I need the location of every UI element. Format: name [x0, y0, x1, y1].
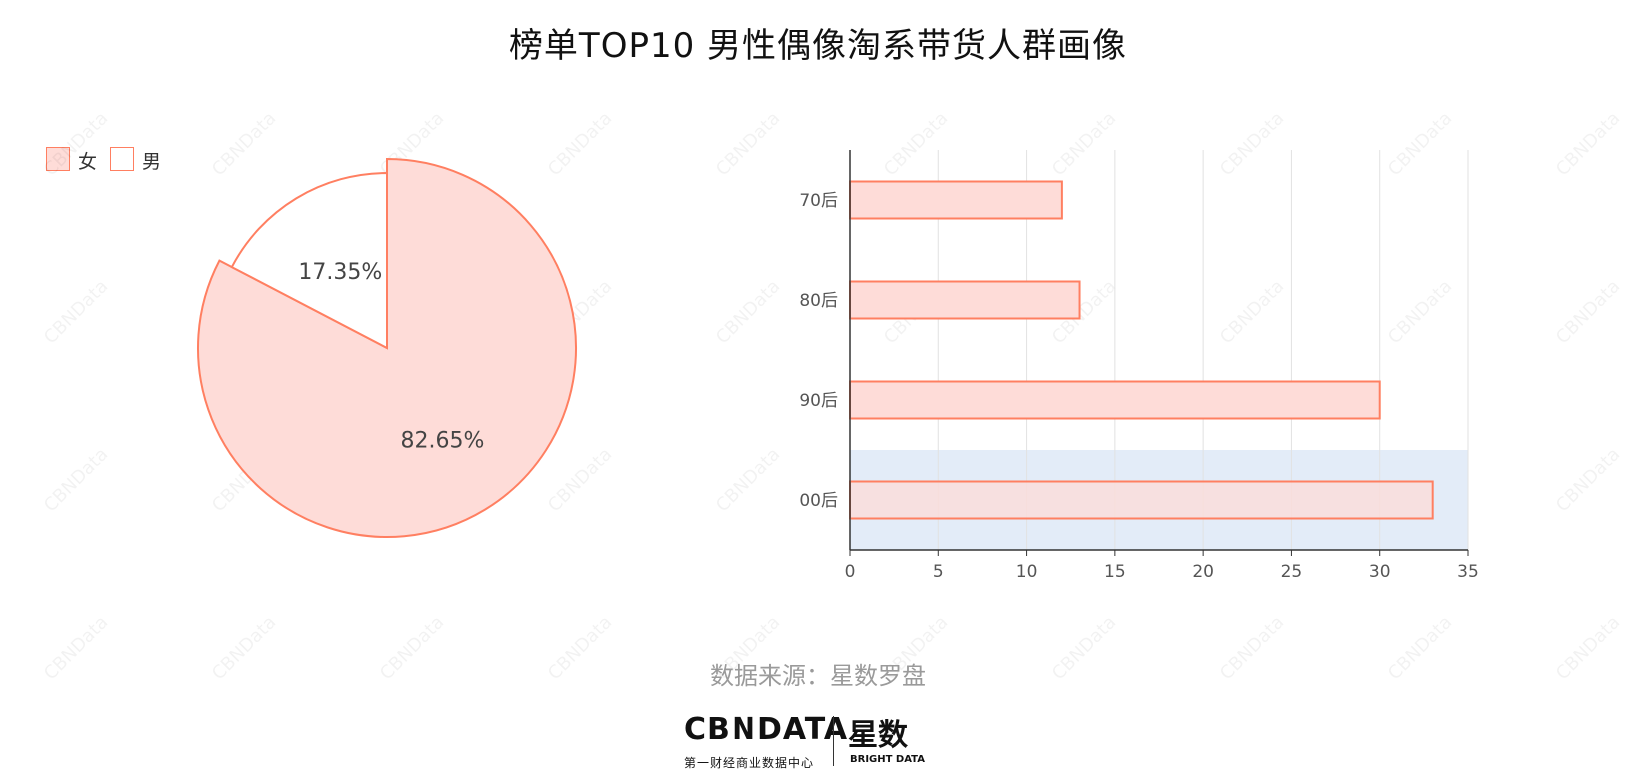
bar-category-label: 80后: [799, 291, 838, 311]
bar-category-label: 90后: [799, 391, 838, 411]
watermark-text: CBNData: [40, 444, 112, 516]
pie-slice-male[interactable]: [230, 171, 388, 350]
bar-x-tick-label: 25: [1281, 562, 1303, 582]
watermark-text: CBNData: [40, 108, 112, 180]
watermark-text: CBNData: [544, 108, 616, 180]
watermark-text: CBNData: [712, 276, 784, 348]
cbndata-logo-subtitle: 第一财经商业数据中心: [684, 756, 815, 770]
bar-x-tick-label: 30: [1369, 562, 1391, 582]
bar-x-tick-label: 35: [1457, 562, 1479, 582]
watermark-text: CBNData: [1552, 108, 1624, 180]
watermark-text: CBNData: [40, 276, 112, 348]
legend-label-male: 男: [142, 151, 162, 173]
bar-x-tick-label: 5: [933, 562, 944, 582]
watermark-text: CBNData: [1048, 108, 1120, 180]
watermark-text: CBNData: [1552, 276, 1624, 348]
xingshu-logo-subtitle: BRIGHT DATA: [850, 754, 925, 765]
bar-x-tick-label: 10: [1016, 562, 1038, 582]
pie-chart: 82.65% 17.35%: [197, 157, 577, 538]
bar-00后[interactable]: [849, 480, 1434, 520]
watermark-text: CBNData: [1216, 108, 1288, 180]
brand-logos: CBNDATA 第一财经商业数据中心 星数 BRIGHT DATA: [684, 712, 964, 772]
bar-80后[interactable]: [849, 280, 1081, 320]
watermark-text: CBNData: [1384, 276, 1456, 348]
bar-category-label: 70后: [799, 191, 838, 211]
bar-chart: 0 5 10 15 20 25 30 35 70后 80后 90后 00后: [799, 150, 1479, 582]
watermark-text: CBNData: [712, 108, 784, 180]
pie-slice-label-female: 82.65%: [401, 428, 485, 453]
pie-slice-label-male: 17.35%: [298, 260, 382, 285]
bar-70后[interactable]: [849, 180, 1063, 220]
xingshu-logo: 星数: [848, 718, 908, 753]
data-source-note: 数据来源：星数罗盘: [710, 662, 926, 690]
cbndata-logo: CBNDATA: [684, 712, 849, 747]
bar-x-tick-label: 0: [845, 562, 856, 582]
chart-title: 榜单TOP10 男性偶像淘系带货人群画像: [508, 26, 1128, 66]
watermark-text: CBNData: [208, 108, 280, 180]
bar-x-tick-label: 15: [1104, 562, 1126, 582]
bar-category-label: 00后: [799, 491, 838, 511]
logo-separator: [833, 716, 834, 766]
watermark-text: CBNData: [1384, 108, 1456, 180]
legend-swatch-female: [46, 147, 70, 171]
bar-90后[interactable]: [849, 380, 1381, 420]
watermark-text: CBNData: [544, 444, 616, 516]
watermark-text: CBNData: [712, 444, 784, 516]
watermark-text: CBNData: [880, 108, 952, 180]
bar-x-tick-label: 20: [1192, 562, 1214, 582]
watermark-text: CBNData: [1552, 444, 1624, 516]
legend-label-female: 女: [78, 151, 98, 173]
watermark-text: CBNData: [1216, 276, 1288, 348]
legend-swatch-male: [110, 147, 134, 171]
